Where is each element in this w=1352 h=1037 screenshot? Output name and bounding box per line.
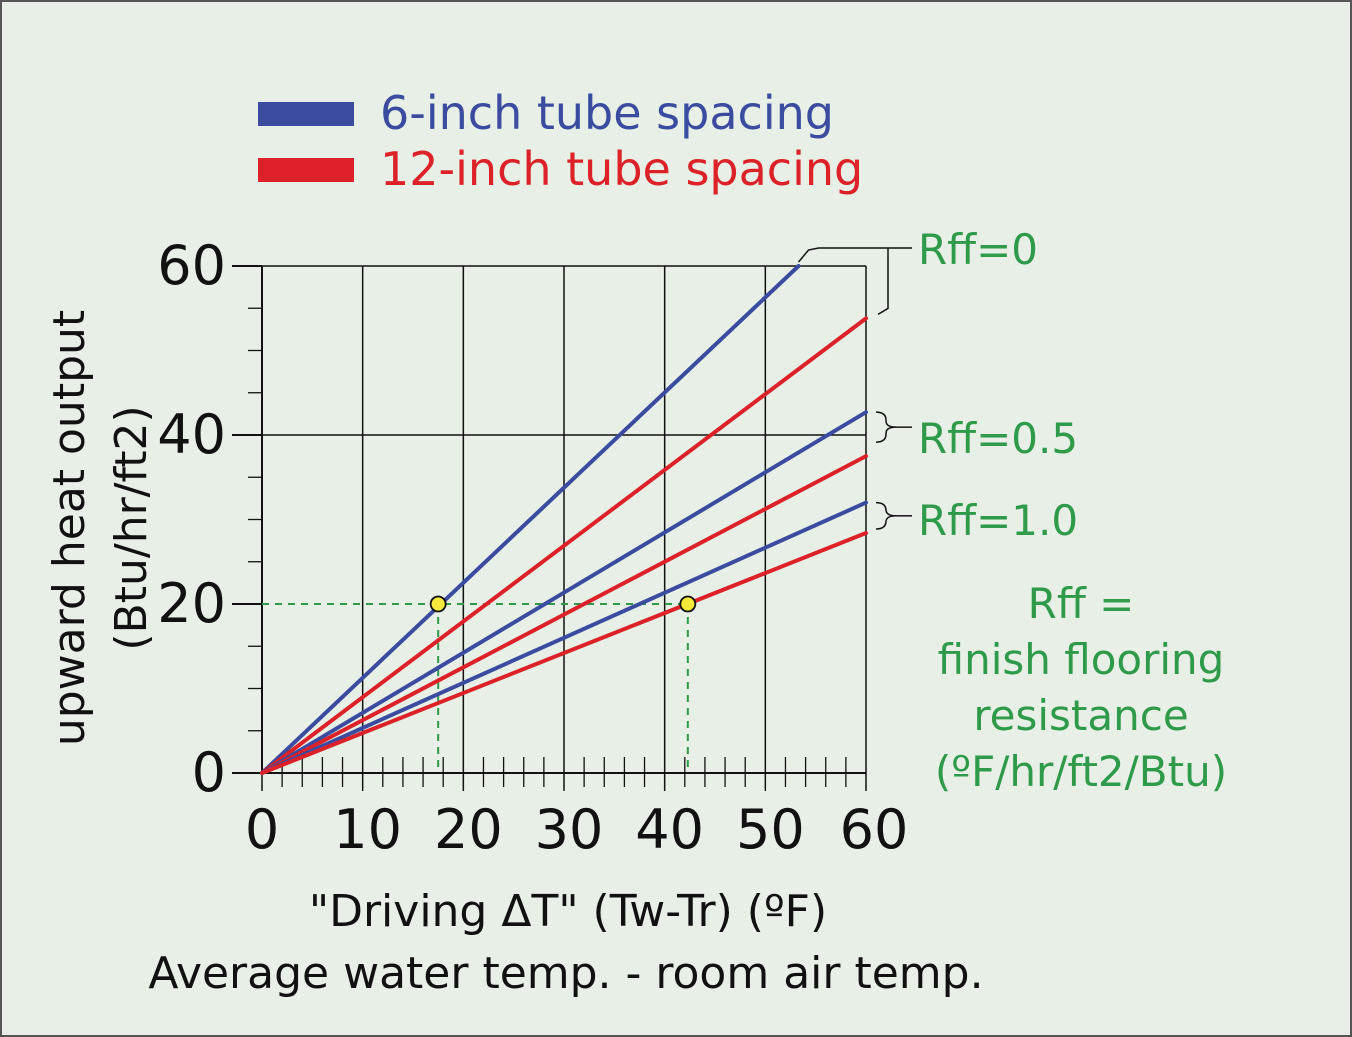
x-tick-label: 60 — [840, 798, 909, 861]
rff-note: Rff = finish flooring resistance (ºF/hr/… — [935, 579, 1227, 796]
series-line-12-inch-rff-0 — [260, 316, 868, 775]
y-axis-title: upward heat output — [44, 310, 95, 746]
y-tick-label: 0 — [192, 741, 226, 804]
rff-note-line: Rff = — [1028, 579, 1135, 628]
minor-ticks — [248, 307, 867, 791]
highlight-point — [429, 595, 447, 613]
y-tick-label: 40 — [157, 403, 226, 466]
series-line-6-inch-rff-0-5 — [260, 410, 868, 775]
series-line-12-inch-rff-0-5 — [260, 454, 868, 775]
rff-label-0: Rff=0 — [918, 225, 1038, 274]
y-tick-label: 60 — [157, 234, 226, 297]
x-axis-title: "Driving ΔT" (Tw-Tr) (ºF) — [309, 886, 827, 937]
guide-lines — [262, 603, 689, 773]
rff-0-leader-bottom — [877, 248, 889, 316]
series-lines — [260, 264, 868, 775]
legend-swatch-12-inch — [258, 158, 354, 182]
legend-label-12-inch: 12-inch tube spacing — [380, 142, 863, 196]
y-tick-labels: 0 20 40 60 — [157, 234, 226, 804]
series-line-6-inch-rff-0 — [260, 264, 801, 775]
highlight-points — [429, 595, 697, 613]
x-tick-label: 0 — [245, 798, 279, 861]
rff-note-line: resistance — [973, 691, 1188, 740]
x-tick-label: 40 — [635, 798, 704, 861]
x-tick-label: 50 — [736, 798, 805, 861]
y-axis-subtitle: (Btu/hr/ft2) — [106, 405, 157, 650]
x-tick-label: 20 — [434, 798, 503, 861]
series-line-12-inch-rff-1-0 — [260, 531, 868, 775]
rff-note-line: finish flooring — [938, 635, 1225, 684]
legend-label-6-inch: 6-inch tube spacing — [380, 86, 834, 140]
rff-0-leader-top — [797, 247, 912, 263]
rff-label-1-0: Rff=1.0 — [918, 496, 1078, 545]
rff-note-line: (ºF/hr/ft2/Btu) — [935, 747, 1227, 796]
legend-swatch-6-inch — [258, 102, 354, 126]
rff-brackets — [797, 247, 912, 530]
legend: 6-inch tube spacing 12-inch tube spacing — [258, 86, 863, 196]
x-tick-label: 10 — [333, 798, 402, 861]
highlight-point — [679, 595, 697, 613]
x-tick-label: 30 — [535, 798, 604, 861]
y-tick-label: 20 — [157, 572, 226, 635]
x-tick-labels: 0 10 20 30 40 50 60 — [245, 798, 909, 861]
series-line-6-inch-rff-1-0 — [260, 500, 868, 775]
x-axis-subtitle: Average water temp. - room air temp. — [148, 948, 983, 999]
rff-label-0-5: Rff=0.5 — [918, 414, 1078, 463]
